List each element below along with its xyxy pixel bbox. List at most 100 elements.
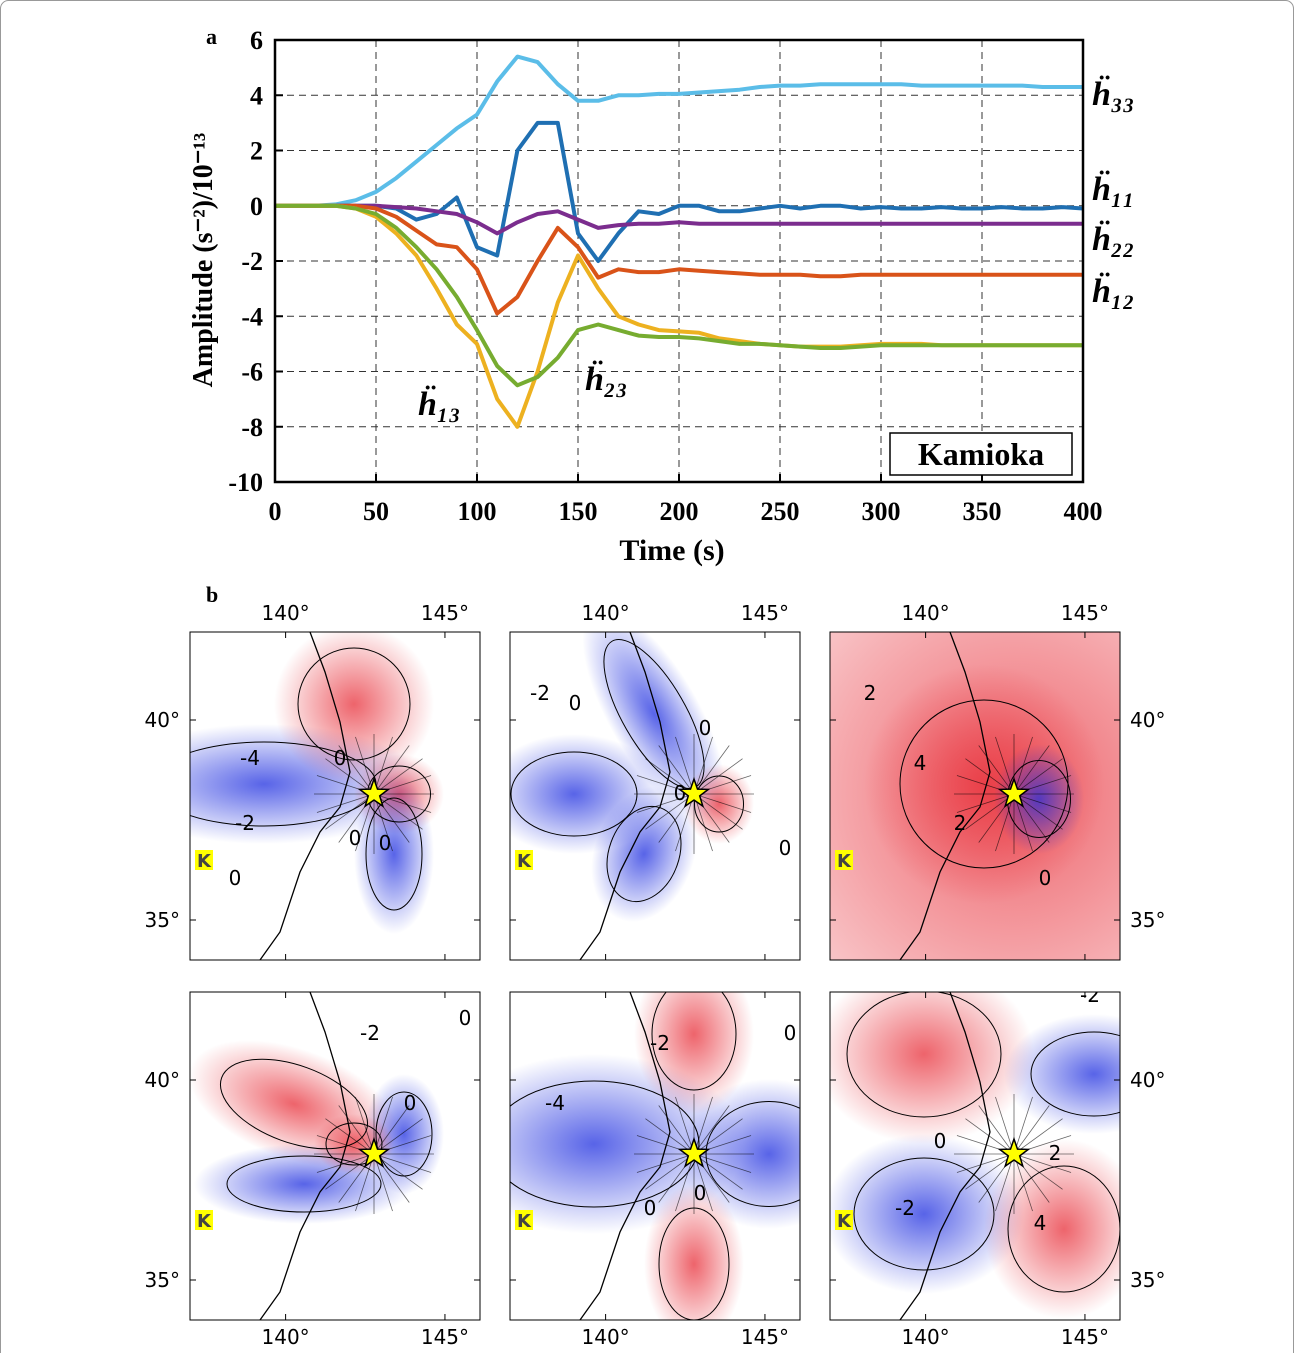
coastline [899,992,991,1320]
contour-label: 0 [694,1181,707,1205]
map-field: 0 -2 -4 0 0 K [510,992,800,1320]
contour [846,992,1002,1118]
epicenter [357,776,391,808]
contour-label: 0 [644,1196,657,1220]
lat-tick-label: 40° [145,708,180,732]
contour-label: 0 [1039,866,1052,890]
map-frame [829,991,1121,1321]
contour-label: 2 [864,681,877,705]
epicenter [677,1136,711,1168]
x-tick-label: 250 [761,497,800,526]
lon-tick-label: 145° [1061,1325,1109,1349]
map-frame [509,631,801,961]
contour-label: 0 [349,826,362,850]
station-marker [835,1210,853,1230]
x-tick-label: 100 [458,497,497,526]
map-frame [189,991,481,1321]
map-frame [189,631,481,961]
station-label: K [517,1211,532,1232]
field-blob [634,992,754,1114]
lon-tick-label: 145° [421,601,469,625]
contour-label: 0 [674,781,687,805]
x-tick-label: 300 [862,497,901,526]
contour-label: -4 [545,1091,565,1115]
y-tick-label: 4 [250,81,263,110]
contour-label: 0 [229,866,242,890]
y-tick-label: 6 [250,26,263,55]
lat-tick-label: 35° [1130,1268,1165,1292]
series-label: ḧ₂₂ [1092,220,1135,258]
contour-label: 4 [914,751,927,775]
data-line [275,203,1083,316]
contour-label: -2 [235,811,255,835]
contour [1030,1031,1120,1117]
x-tick-label: 200 [660,497,699,526]
contour [325,1122,383,1166]
field-blob [510,734,664,854]
lon-tick-label: 145° [741,1325,789,1349]
contour-label: 2 [954,811,967,835]
contour [1007,1165,1120,1293]
station-marker [195,1210,213,1230]
contour-label: -4 [240,746,260,770]
map-panel: -2 0 2 -2 4 K 140° 145° 35° 40° [829,983,1165,1349]
station-label: K [837,851,852,872]
contour-label: 0 [779,836,792,860]
y-tick-label: 2 [250,137,263,166]
lon-tick-label: 145° [421,1325,469,1349]
lon-tick-label: 145° [1061,601,1109,625]
contour-label: -2 [1080,983,1100,1007]
map-field: 0 -2 0 K [190,992,480,1320]
lon-tick-label: 145° [741,601,789,625]
lon-tick-label: 140° [582,601,630,625]
series-label: ḧ₂₃ [585,360,628,398]
map-frame [829,631,1121,961]
contour-label: -2 [895,1196,915,1220]
y-tick-label: -10 [228,468,263,497]
contour [365,797,423,911]
field-blob [582,632,726,821]
lon-tick-label: 140° [262,1325,310,1349]
map-frame [509,991,801,1321]
series-label: ḧ₁₂ [1092,272,1135,310]
station-label: K [197,851,212,872]
contour-label: 0 [569,691,582,715]
data-line [275,120,1084,263]
station-marker [515,1210,533,1230]
coastline [899,632,991,960]
x-tick-label: 0 [269,497,282,526]
epicenter [997,776,1031,808]
annotation: Kamioka [918,436,1044,472]
data-line [275,203,1083,236]
x-tick-label: 350 [963,497,1002,526]
x-axis-label: Time (s) [619,534,724,567]
panel-label: b [206,582,218,607]
coastline [259,992,351,1320]
series-label: ḧ₁₁ [1092,170,1135,208]
y-tick-label: 0 [250,192,263,221]
annotation-box [889,432,1073,476]
coastline [579,992,671,1320]
field-blob [830,1134,1024,1294]
x-tick-label: 50 [363,497,389,526]
lon-tick-label: 140° [262,601,310,625]
lat-tick-label: 35° [145,908,180,932]
lat-tick-label: 40° [1130,708,1165,732]
epicenter [677,776,711,808]
field-blob [1004,1014,1120,1134]
x-tick-label: 150 [559,497,598,526]
y-tick-label: -2 [241,247,263,276]
station-marker [835,850,853,870]
x-tick-label: 400 [1064,497,1103,526]
map-field: 2 4 2 0 K [830,632,1120,960]
contour-label: 0 [699,716,712,740]
map-panel: -2 0 0 0 0 K 140° 145° [509,601,801,961]
contour [853,1157,995,1271]
contour-label: 0 [934,1129,947,1153]
contour [510,1080,700,1208]
data-line [275,54,1083,208]
field-blob [644,1184,744,1320]
station-marker [515,850,533,870]
